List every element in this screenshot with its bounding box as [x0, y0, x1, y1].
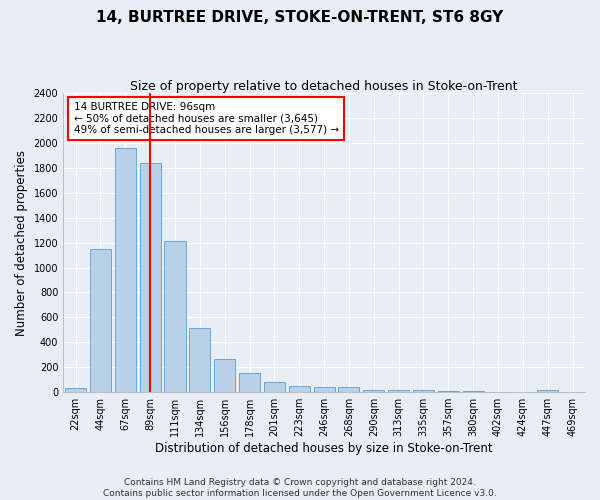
Bar	[65, 388, 86, 392]
Text: 14, BURTREE DRIVE, STOKE-ON-TRENT, ST6 8GY: 14, BURTREE DRIVE, STOKE-ON-TRENT, ST6 8…	[97, 10, 503, 25]
Bar	[189, 328, 211, 392]
Bar	[115, 148, 136, 392]
Y-axis label: Number of detached properties: Number of detached properties	[15, 150, 28, 336]
Bar	[264, 382, 285, 392]
Bar	[438, 391, 459, 392]
Bar	[338, 387, 359, 392]
Bar	[388, 390, 409, 392]
Bar	[463, 391, 484, 392]
Bar	[413, 390, 434, 392]
Bar	[164, 242, 185, 392]
Bar	[363, 390, 385, 392]
Bar	[537, 390, 558, 392]
X-axis label: Distribution of detached houses by size in Stoke-on-Trent: Distribution of detached houses by size …	[155, 442, 493, 455]
Bar	[314, 387, 335, 392]
Bar	[214, 359, 235, 392]
Bar	[239, 373, 260, 392]
Bar	[90, 249, 111, 392]
Text: Contains HM Land Registry data © Crown copyright and database right 2024.
Contai: Contains HM Land Registry data © Crown c…	[103, 478, 497, 498]
Title: Size of property relative to detached houses in Stoke-on-Trent: Size of property relative to detached ho…	[130, 80, 518, 93]
Bar	[140, 163, 161, 392]
Bar	[289, 386, 310, 392]
Text: 14 BURTREE DRIVE: 96sqm
← 50% of detached houses are smaller (3,645)
49% of semi: 14 BURTREE DRIVE: 96sqm ← 50% of detache…	[74, 102, 339, 135]
